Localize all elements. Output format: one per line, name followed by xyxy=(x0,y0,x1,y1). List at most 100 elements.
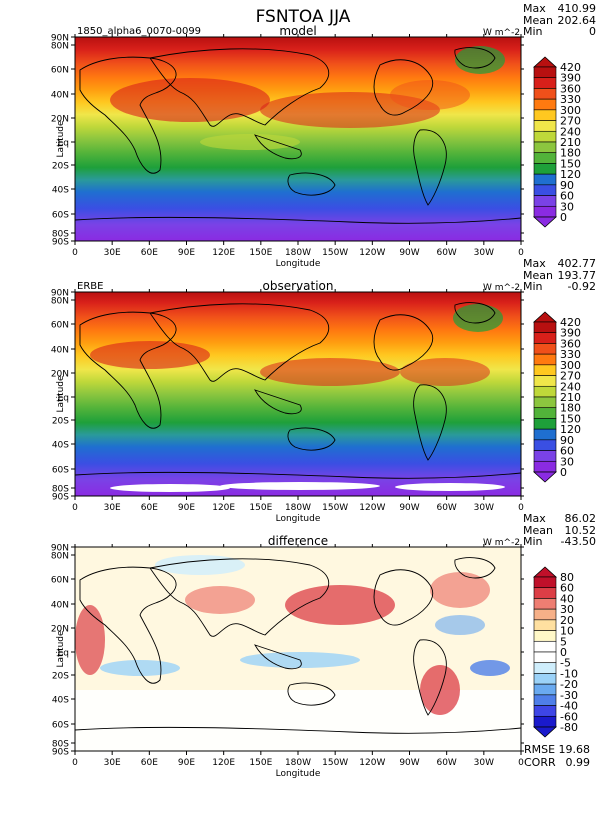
colorbar-min-triangle xyxy=(532,726,558,738)
colorbar-box xyxy=(533,662,557,674)
x-tick-label: 0 xyxy=(72,758,78,768)
panel-title: difference xyxy=(268,534,328,548)
x-tick-label: 0 xyxy=(518,248,524,258)
colorbar-box xyxy=(533,205,557,218)
x-tick-label: 120E xyxy=(212,248,235,258)
colorbar-box xyxy=(533,88,557,100)
colorbar-box xyxy=(533,152,557,164)
x-tick-label: 60W xyxy=(436,758,456,768)
colorbar-max-triangle xyxy=(532,311,558,323)
colorbar-label: 30 xyxy=(560,603,574,616)
colorbar-box xyxy=(533,109,557,121)
colorbar-box xyxy=(533,173,557,186)
stat-mean-label: Mean xyxy=(523,14,553,27)
x-tick-label: 30E xyxy=(104,503,121,513)
colorbar-box xyxy=(533,98,557,111)
positive-anomaly xyxy=(75,605,105,675)
stat-mean-value: 202.64 xyxy=(558,14,597,27)
colorbar-box xyxy=(533,450,557,462)
panel-difference: Max 86.02 Mean 10.52 W m^-2 Min -43.50 d… xyxy=(51,512,596,779)
y-tick-label: 60S xyxy=(52,721,69,731)
y-tick-label: 60S xyxy=(52,466,69,476)
positive-anomaly xyxy=(285,585,395,625)
y-tick-label: 80S xyxy=(52,230,69,240)
y-tick-label: 40N xyxy=(51,346,69,356)
x-tick-label: 30E xyxy=(104,758,121,768)
rmse-value: 19.68 xyxy=(559,743,591,756)
x-axis-label: Longitude xyxy=(276,769,321,779)
y-tick-label: Eq xyxy=(58,139,69,149)
colorbar-label: 30 xyxy=(560,200,574,213)
stat-min-label: Min xyxy=(523,535,543,548)
colorbar-label: 90 xyxy=(560,179,574,192)
colorbar-label: 5 xyxy=(560,635,567,648)
y-tick-label: 40N xyxy=(51,601,69,611)
x-tick-label: 120W xyxy=(359,248,385,258)
x-ticks: 0 30E 60E 90E 120E 150E 180W 150W 120W 90W 60W 30W 0 xyxy=(72,289,524,513)
colorbar-box xyxy=(533,66,557,79)
x-tick-label: 0 xyxy=(518,758,524,768)
colorbar-box xyxy=(533,321,557,334)
colorbar-label: 360 xyxy=(560,337,581,350)
colorbar-box xyxy=(533,130,557,143)
colorbar-label: 240 xyxy=(560,380,581,393)
x-tick-label: 90E xyxy=(178,503,195,513)
y-tick-label: Eq xyxy=(58,394,69,404)
panel-model: Max 410.99 Mean 202.64 W m^-2 Min 0 1850… xyxy=(51,2,596,269)
colorbar-label: 0 xyxy=(560,466,567,479)
x-tick-label: 0 xyxy=(72,503,78,513)
y-tick-label: 90N xyxy=(51,34,69,44)
x-tick-label: 150W xyxy=(322,758,348,768)
negative-anomaly xyxy=(155,555,245,575)
colorbar-box xyxy=(533,332,557,344)
colorbar-box xyxy=(533,375,557,387)
x-tick-label: 180W xyxy=(285,503,311,513)
y-tick-label: 20S xyxy=(52,417,69,427)
colorbar-box xyxy=(533,460,557,473)
colorbar-box xyxy=(533,694,557,706)
colorbar-label: -20 xyxy=(560,678,578,691)
colorbar-label: 60 xyxy=(560,190,574,203)
warm-region xyxy=(390,80,470,110)
colorbar-box xyxy=(533,407,557,419)
colorbar-label: -30 xyxy=(560,689,578,702)
colorbar-box xyxy=(533,598,557,610)
y-tick-label: 20S xyxy=(52,672,69,682)
coastlines xyxy=(75,47,521,224)
stat-min-value: -43.50 xyxy=(561,535,596,548)
stat-mean-value: 10.52 xyxy=(565,524,597,537)
x-axis-label: Longitude xyxy=(276,259,321,269)
colorbar-max-triangle xyxy=(532,56,558,68)
stat-mean-value: 193.77 xyxy=(558,269,597,282)
units-label: W m^-2 xyxy=(483,538,520,548)
colorbar-box xyxy=(533,587,557,599)
map-field xyxy=(75,37,521,241)
y-tick-label: 60N xyxy=(51,321,69,331)
colorbar-label: 30 xyxy=(560,455,574,468)
x-tick-label: 0 xyxy=(518,503,524,513)
stat-mean-label: Mean xyxy=(523,524,553,537)
units-label: W m^-2 xyxy=(483,28,520,38)
y-tick-label: 80S xyxy=(52,485,69,495)
colorbar-label: 60 xyxy=(560,445,574,458)
colorbar-label: 120 xyxy=(560,168,581,181)
missing-region xyxy=(395,483,505,491)
colorbar-box xyxy=(533,353,557,366)
colorbar-box xyxy=(533,343,557,355)
negative-anomaly xyxy=(470,660,510,676)
negative-anomaly xyxy=(435,615,485,635)
stat-min-value: -0.92 xyxy=(568,280,596,293)
colorbar-box xyxy=(533,673,557,685)
colorbar-label: 20 xyxy=(560,614,574,627)
colorbar-box xyxy=(533,576,557,589)
colorbar-box xyxy=(533,428,557,441)
colorbar-label: -60 xyxy=(560,710,578,723)
x-tick-label: 180W xyxy=(285,758,311,768)
map-field xyxy=(75,292,521,496)
colorbar-box xyxy=(533,439,557,451)
colorbar-box xyxy=(533,715,557,728)
colorbar-label: -40 xyxy=(560,700,578,713)
colorbar-label: -80 xyxy=(560,721,578,734)
